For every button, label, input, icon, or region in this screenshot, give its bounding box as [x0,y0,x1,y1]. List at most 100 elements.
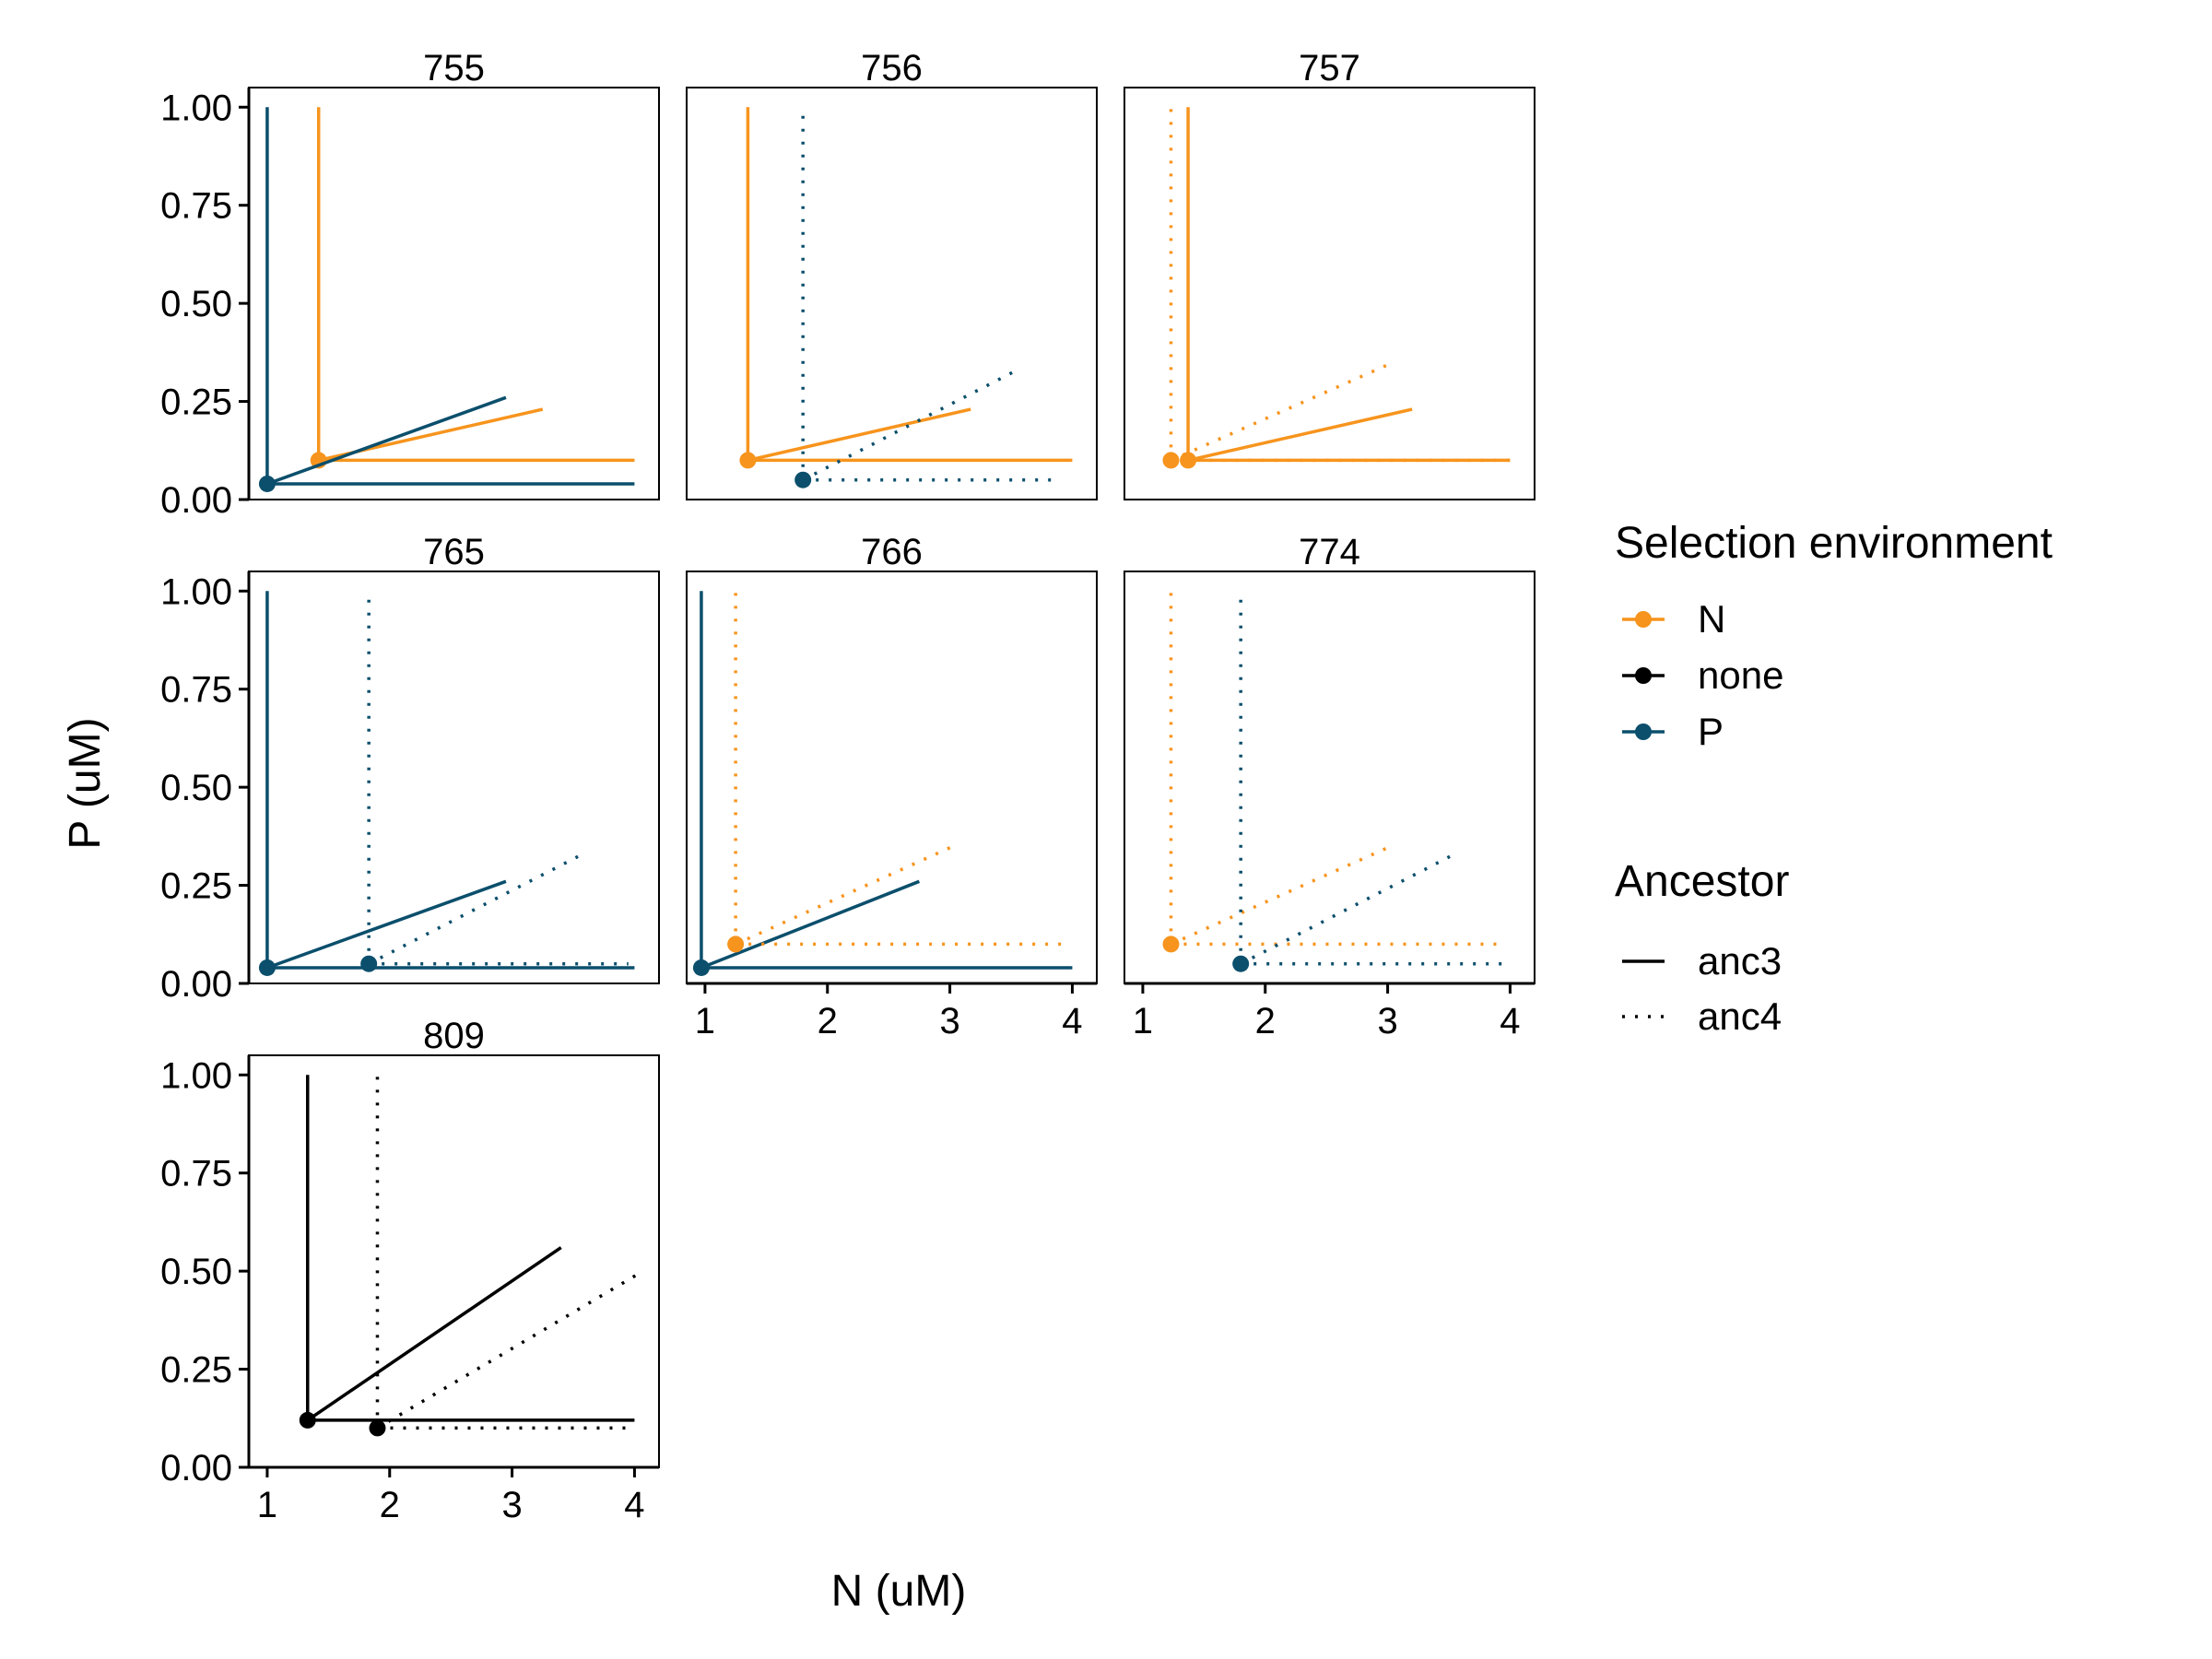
panel-766: 766 1 2 3 4 [686,532,1098,1041]
legend-key-point [1635,724,1652,740]
panel-title: 757 [1299,48,1360,88]
y-tick-label: 1.00 [160,571,232,612]
series-P-anc4-point [794,471,812,488]
series-N-anc3-slope [747,407,971,463]
series-N-anc4-slope [1170,844,1393,947]
panel-series [299,1075,644,1437]
panel-809: 809 0.00 0.25 0.50 0.75 1.00 1 2 3 4 [160,1016,660,1525]
x-tick-label: 1 [257,1485,277,1525]
series-P-anc3-point [692,959,710,976]
y-tick-label: 0.75 [160,670,232,711]
x-tick-label: 2 [1255,1001,1276,1041]
panel-series [258,107,635,492]
panel-border [686,87,1098,500]
series-N-anc4-point [727,935,745,953]
series-P-anc4-point [1232,955,1250,972]
panel-series [1162,591,1504,972]
y-tick-label: 1.00 [160,88,232,128]
legend-entry-none: none [1622,653,1783,697]
series-P-anc4-slope [1240,852,1456,966]
y-tick-label: 0.00 [160,964,232,1005]
legend-color-title: Selection environment [1615,519,2053,568]
y-tick-label: 0.50 [160,284,232,324]
panel-title: 774 [1299,532,1360,572]
y-tick-label: 0.50 [160,768,232,808]
panel-title: 766 [861,532,923,572]
legend-entry-N: N [1622,597,1725,641]
series-N-anc4-slope [735,844,955,947]
legend-label: P [1698,710,1724,753]
x-tick-label: 3 [501,1485,522,1525]
panel-border [248,1054,660,1468]
x-tick-label: 3 [939,1001,959,1041]
series-none-anc4-slope [376,1269,644,1430]
y-tick-label: 0.25 [160,1350,232,1391]
legend-key-point [1635,667,1652,684]
x-axis-title: N (uM) [831,1567,967,1616]
series-P-anc4-slope [368,852,584,966]
series-none-anc3-point [299,1411,316,1429]
y-tick-label: 0.75 [160,186,232,227]
x-tick-label: 4 [1500,1001,1520,1041]
legend-linetype-title: Ancestor [1615,857,1789,906]
x-tick-label: 1 [695,1001,715,1041]
panel-border [1124,571,1535,984]
series-none-anc4-point [369,1419,386,1437]
series-N-anc3-point [739,452,757,469]
panel-755: 755 0.00 0.25 0.50 0.75 1.00 [160,48,660,521]
y-tick-label: 1.00 [160,1055,232,1096]
panel-title: 765 [423,532,485,572]
y-axis-title: P (uM) [61,717,110,849]
panel-border [686,571,1098,984]
panel-765: 765 0.00 0.25 0.50 0.75 1.00 [160,532,660,1005]
y-tick-label: 0.25 [160,382,232,423]
panel-series [739,107,1073,488]
series-P-anc3-slope [266,395,507,486]
panel-title: 756 [861,48,923,88]
y-tick-label: 0.50 [160,1252,232,1292]
panel-756: 756 [686,48,1098,500]
panels: 755 0.00 0.25 0.50 0.75 1.00 756 757 765 0.00 0.25… [160,48,1535,1525]
y-tick-label: 0.75 [160,1154,232,1194]
panel-series [258,591,635,976]
y-tick-label: 0.00 [160,1448,232,1488]
series-P-anc4-slope [802,368,1018,482]
series-none-anc3-slope [306,1246,562,1422]
legend-label: anc4 [1698,994,1782,1038]
legend-label: N [1698,597,1725,641]
panel-border [248,571,660,984]
series-P-anc3-point [258,959,276,976]
x-tick-label: 2 [380,1485,400,1525]
y-tick-label: 0.25 [160,866,232,907]
series-P-anc4-point [360,955,378,972]
series-N-anc4-point [1162,935,1180,953]
series-N-anc3-point [1180,452,1197,469]
series-P-anc3-slope [700,879,921,970]
series-N-anc3-slope [1187,407,1413,463]
x-tick-label: 3 [1377,1001,1397,1041]
x-tick-label: 4 [1062,1001,1082,1041]
legend-label: none [1698,653,1783,697]
panel-title: 755 [423,48,485,88]
series-N-anc4-point [1162,452,1180,469]
legend-entry-P: P [1622,710,1724,753]
panel-border [1124,87,1535,500]
series-N-anc4-slope [1170,360,1394,463]
panel-series [1162,107,1511,469]
legend-key-point [1635,611,1652,628]
legend-entry-anc3: anc3 [1622,939,1782,982]
panel-series [692,591,1073,976]
panel-774: 774 1 2 3 4 [1124,532,1535,1041]
x-tick-label: 4 [624,1485,644,1525]
panel-title: 809 [423,1016,485,1056]
legend-label: anc3 [1698,939,1782,982]
x-tick-label: 2 [818,1001,838,1041]
x-tick-label: 1 [1133,1001,1153,1041]
series-P-anc3-point [258,475,276,492]
legend-entry-anc4: anc4 [1622,994,1782,1038]
y-tick-label: 0.00 [160,480,232,521]
panel-757: 757 [1124,48,1535,500]
series-P-anc3-slope [266,879,507,970]
